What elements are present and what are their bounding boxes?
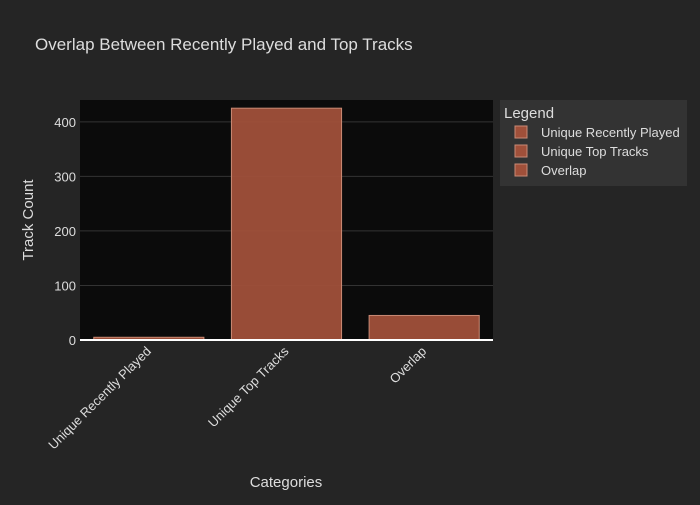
bars — [93, 107, 480, 341]
legend-label: Overlap — [541, 163, 587, 178]
x-axis-label: Categories — [250, 474, 323, 491]
chart-title: Overlap Between Recently Played and Top … — [35, 35, 413, 54]
bar — [368, 314, 480, 341]
legend-label: Unique Top Tracks — [541, 144, 649, 159]
legend-title: Legend — [504, 105, 554, 122]
y-tick-label: 100 — [54, 278, 76, 293]
legend-swatch — [514, 163, 528, 177]
legend-swatch — [514, 125, 528, 139]
bar — [230, 107, 343, 341]
y-tick-label: 0 — [69, 333, 76, 348]
legend-label: Unique Recently Played — [541, 125, 680, 140]
legend: Legend Unique Recently Played Unique Top … — [500, 100, 687, 186]
legend-swatch — [514, 144, 528, 158]
legend-items: Unique Recently Played Unique Top Tracks O… — [514, 125, 680, 178]
legend-background — [500, 100, 687, 186]
y-axis-label: Track Count — [20, 179, 37, 261]
y-tick-label: 400 — [54, 115, 76, 130]
y-tick-labels: 0 100 200 300 400 — [54, 115, 76, 348]
y-tick-label: 200 — [54, 224, 76, 239]
y-tick-label: 300 — [54, 169, 76, 184]
